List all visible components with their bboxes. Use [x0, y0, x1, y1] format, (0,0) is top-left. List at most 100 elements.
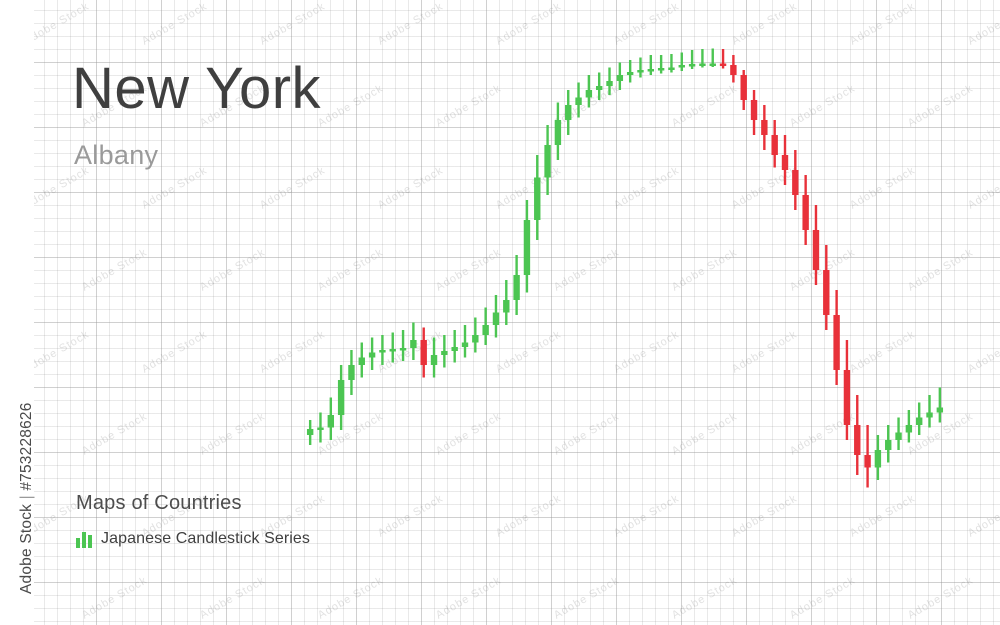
- candle-body: [595, 86, 603, 90]
- candlestick: [668, 54, 675, 73]
- page-title: New York: [72, 56, 322, 121]
- candlestick: [792, 150, 799, 210]
- candlestick: [740, 70, 747, 110]
- candle-body: [678, 65, 685, 68]
- candle-wick: [391, 332, 394, 363]
- candlestick: [781, 135, 789, 185]
- candle-body: [461, 342, 469, 347]
- candle-body: [812, 230, 820, 270]
- candlestick: [699, 49, 706, 68]
- candlestick: [306, 420, 314, 445]
- candlestick: [626, 60, 634, 83]
- legend-label: Japanese Candlestick Series: [101, 530, 311, 547]
- candlestick: [472, 317, 479, 353]
- candle-body: [379, 350, 386, 353]
- candle-body: [792, 170, 799, 195]
- candle-wick: [628, 60, 632, 83]
- candle-body: [368, 352, 376, 358]
- candlestick: [885, 425, 892, 463]
- candle-wick: [463, 325, 467, 358]
- candle-body: [823, 270, 830, 315]
- candle-body: [544, 145, 551, 178]
- stock-id-number: #753228626: [18, 402, 35, 491]
- candle-body: [905, 425, 913, 433]
- candle-body: [306, 429, 314, 435]
- candlestick: [379, 335, 386, 365]
- candle-body: [699, 63, 706, 66]
- candle-wick: [401, 330, 405, 361]
- candle-wick: [659, 55, 663, 74]
- candlestick: [441, 335, 448, 368]
- candlestick: [575, 82, 582, 118]
- candlestick: [854, 395, 861, 475]
- candlestick: [348, 350, 355, 395]
- candlestick: [771, 120, 778, 168]
- candlestick: [358, 342, 365, 378]
- candle-body: [885, 440, 892, 450]
- stock-brand-label: Adobe Stock: [18, 503, 35, 594]
- candlestick: [482, 307, 489, 345]
- bar-chart-icon: [76, 530, 92, 548]
- candlestick: [534, 155, 541, 240]
- candlestick: [451, 330, 458, 363]
- candle-body: [854, 425, 861, 455]
- candle-body: [936, 407, 944, 413]
- candlestick: [802, 175, 809, 245]
- candlestick: [647, 55, 655, 75]
- candle-wick: [690, 50, 694, 69]
- candlestick: [709, 48, 716, 67]
- candlestick: [657, 55, 665, 74]
- candlestick: [936, 387, 944, 423]
- candlestick: [926, 395, 933, 428]
- candlestick: [523, 200, 531, 293]
- candle-wick: [701, 49, 704, 68]
- candlestick: [554, 102, 562, 160]
- candlestick: [513, 255, 520, 315]
- candlestick: [492, 295, 500, 338]
- candle-body: [451, 347, 458, 351]
- candle-wick: [453, 330, 456, 363]
- candle-wick: [649, 55, 653, 75]
- candle-body: [575, 97, 582, 105]
- candle-body: [472, 335, 479, 343]
- candle-body: [926, 412, 933, 418]
- candle-body: [761, 120, 768, 135]
- candlestick: [895, 417, 902, 450]
- candlestick: [616, 62, 624, 90]
- candlestick: [864, 425, 871, 488]
- candle-body: [730, 65, 737, 75]
- candlestick: [843, 340, 851, 440]
- candle-body: [864, 455, 871, 468]
- candle-wick: [680, 52, 683, 71]
- candle-body: [895, 432, 902, 440]
- candle-body: [410, 340, 417, 348]
- page-subtitle: Albany: [74, 140, 159, 170]
- candlestick: [606, 67, 613, 95]
- candlestick: [430, 337, 438, 378]
- candle-body: [492, 312, 500, 325]
- candle-body: [637, 70, 644, 73]
- candlestick: [410, 322, 417, 360]
- candle-body: [534, 177, 541, 220]
- candle-body: [915, 417, 923, 425]
- candle-body: [606, 81, 613, 86]
- candle-body: [565, 105, 572, 120]
- chart-legend: Japanese Candlestick Series: [76, 530, 310, 548]
- candle-body: [709, 63, 716, 66]
- candle-body: [389, 349, 396, 352]
- candlestick: [678, 52, 685, 71]
- candle-body: [503, 300, 510, 313]
- caption-text: Maps of Countries: [76, 492, 242, 514]
- candlestick: [812, 205, 820, 285]
- candlestick: [337, 365, 345, 430]
- candlestick: [719, 49, 727, 69]
- candle-body: [337, 380, 345, 415]
- candle-body: [874, 450, 882, 468]
- candle-body: [843, 370, 851, 425]
- candlestick: [565, 90, 572, 135]
- candle-body: [626, 72, 634, 75]
- candlestick: [915, 402, 923, 435]
- candle-body: [688, 64, 696, 67]
- candlestick: [420, 327, 427, 378]
- candle-wick: [938, 387, 942, 423]
